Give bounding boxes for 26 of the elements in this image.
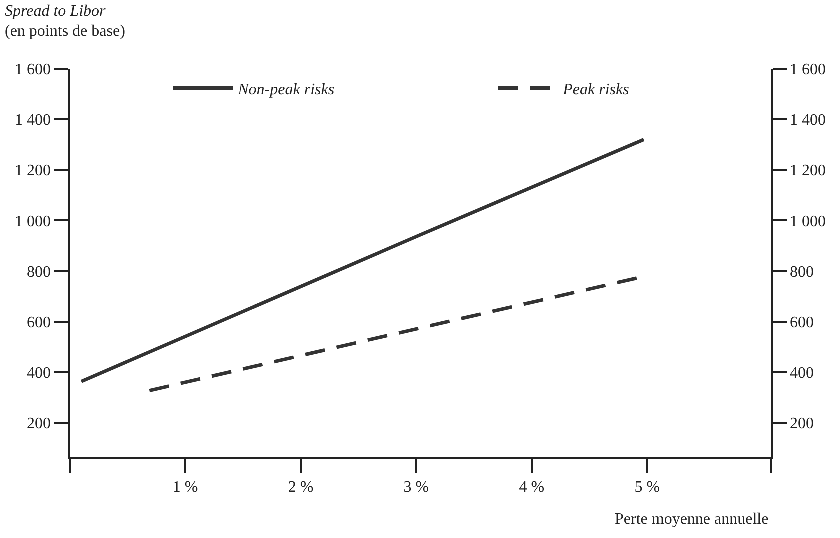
y-tick-label: 200 [27,415,52,432]
legend-label: Peak risks [562,82,630,99]
x-tick-label: 3 % [404,478,430,496]
y-tick-label: 800 [27,264,52,281]
y-tick-label: 1 600 [15,62,52,79]
y-tick-label: 400 [27,364,52,382]
chart-title: Spread to Libor [5,3,107,20]
y2-tick-label: 800 [790,264,814,281]
x-tick-label: 4 % [519,478,545,496]
y-tick-label: 600 [27,314,52,332]
y2-tick-label: 1 000 [790,213,826,230]
x-tick-label: 2 % [288,478,314,496]
x-tick-label: 1 % [172,478,198,496]
y2-tick-label: 600 [790,314,814,332]
y2-tick-label: 1 400 [790,112,826,130]
y2-tick-label: 400 [790,364,814,382]
x-axis-title: Perte moyenne annuelle [615,511,769,528]
y-tick-label: 1 200 [15,162,52,180]
y2-tick-label: 200 [790,415,814,432]
y2-tick-label: 1 600 [790,62,826,79]
y-tick-label: 1 000 [15,213,52,230]
chart-subtitle: (en points de base) [5,23,126,40]
legend-label: Non-peak risks [237,82,335,99]
x-tick-label: 5 % [634,478,660,496]
y-tick-label: 1 400 [15,112,52,130]
y2-tick-label: 1 200 [790,162,826,180]
